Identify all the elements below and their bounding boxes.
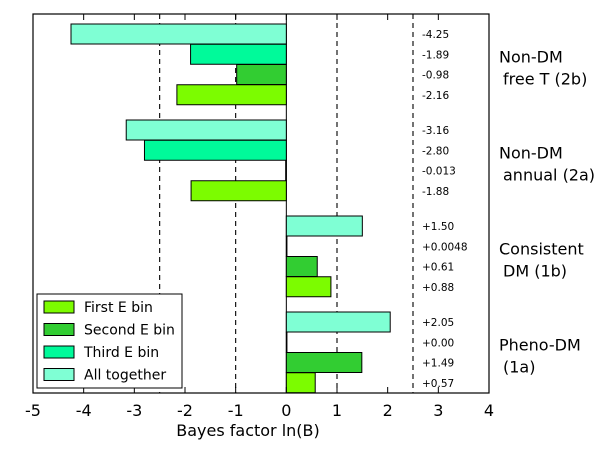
bar-third-e-bin	[143, 139, 287, 161]
bar-first-e-bin	[285, 372, 316, 394]
group-label-line1: Non-DM	[499, 144, 563, 163]
value-labels-layer: -4.25 -1.89 -0.98 -2.16 -3.16 -2.80 -0.013 -1.8…	[422, 29, 468, 390]
value-label: +0.57	[422, 378, 454, 390]
bar-second-e-bin	[285, 256, 318, 277]
legend-label-third-e-bin: Third E bin	[83, 345, 159, 361]
value-label: -2.80	[422, 145, 449, 157]
group-label-line2: free T (2b)	[503, 70, 587, 89]
bar-third-e-bin	[285, 331, 288, 353]
plot-frame	[32, 13, 490, 394]
group-label-line2: annual (2a)	[503, 166, 595, 185]
value-label: -1.89	[422, 49, 449, 61]
value-label: -4.25	[422, 29, 449, 41]
x-tick-label: -3	[126, 401, 142, 420]
value-label: +0.61	[422, 262, 454, 274]
bar-third-e-bin	[285, 235, 288, 257]
value-label: -0.98	[422, 70, 449, 82]
bar-first-e-bin	[176, 84, 287, 106]
value-label: -1.88	[422, 186, 449, 198]
x-tick-label: 2	[383, 401, 393, 420]
x-tick-label: -2	[177, 401, 193, 420]
bar-second-e-bin	[236, 64, 287, 85]
bar-third-e-bin	[190, 43, 287, 65]
group-label-line2: (1a)	[503, 358, 535, 377]
value-label: +0.00	[422, 337, 454, 349]
bar-second-e-bin	[285, 160, 287, 181]
x-tick-label: 4	[484, 401, 494, 420]
group-label-line1: Pheno-DM	[499, 336, 581, 355]
x-axis: -5 -4 -3 -2 -1 0 1 2 3 4	[25, 14, 494, 420]
bars-layer	[70, 23, 391, 394]
bar-all-together	[70, 23, 287, 45]
x-tick-label: -5	[25, 401, 41, 420]
value-label: -3.16	[422, 125, 449, 137]
x-tick-label: -1	[228, 401, 244, 420]
group-label-line1: Non-DM	[499, 48, 563, 67]
bar-second-e-bin	[285, 352, 363, 373]
group-labels-layer: Non-DM free T (2b) Non-DM annual (2a) Consis…	[499, 48, 595, 377]
bar-first-e-bin	[190, 180, 287, 202]
value-label: +1.50	[422, 221, 454, 233]
value-label: -2.16	[422, 90, 449, 102]
legend-swatch-third-e-bin	[43, 345, 75, 359]
bar-all-together	[125, 119, 287, 141]
group-label-line2: DM (1b)	[503, 262, 567, 281]
bar-all-together	[285, 311, 391, 333]
legend-label-first-e-bin: First E bin	[84, 300, 153, 316]
value-label: +2.05	[422, 317, 454, 329]
value-label: +1.49	[422, 358, 454, 370]
value-label: -0.013	[422, 166, 456, 178]
legend-label-second-e-bin: Second E bin	[84, 323, 175, 339]
group-label-line1: Consistent	[499, 240, 584, 259]
bar-all-together	[285, 215, 363, 237]
legend-label-all-together: All together	[84, 368, 166, 384]
x-tick-label: -4	[76, 401, 92, 420]
legend-swatch-second-e-bin	[43, 323, 75, 336]
legend: First E bin Second E bin Third E bin All to…	[36, 293, 183, 389]
x-tick-label: 0	[281, 401, 291, 420]
legend-swatch-first-e-bin	[43, 300, 75, 314]
value-label: +0.88	[422, 282, 454, 294]
legend-swatch-all-together	[43, 368, 75, 381]
bar-first-e-bin	[285, 276, 332, 298]
x-axis-label: Bayes factor ln(B)	[176, 421, 320, 440]
x-tick-label: 3	[433, 401, 443, 420]
value-label: +0.0048	[422, 241, 468, 253]
x-tick-label: 1	[332, 401, 342, 420]
